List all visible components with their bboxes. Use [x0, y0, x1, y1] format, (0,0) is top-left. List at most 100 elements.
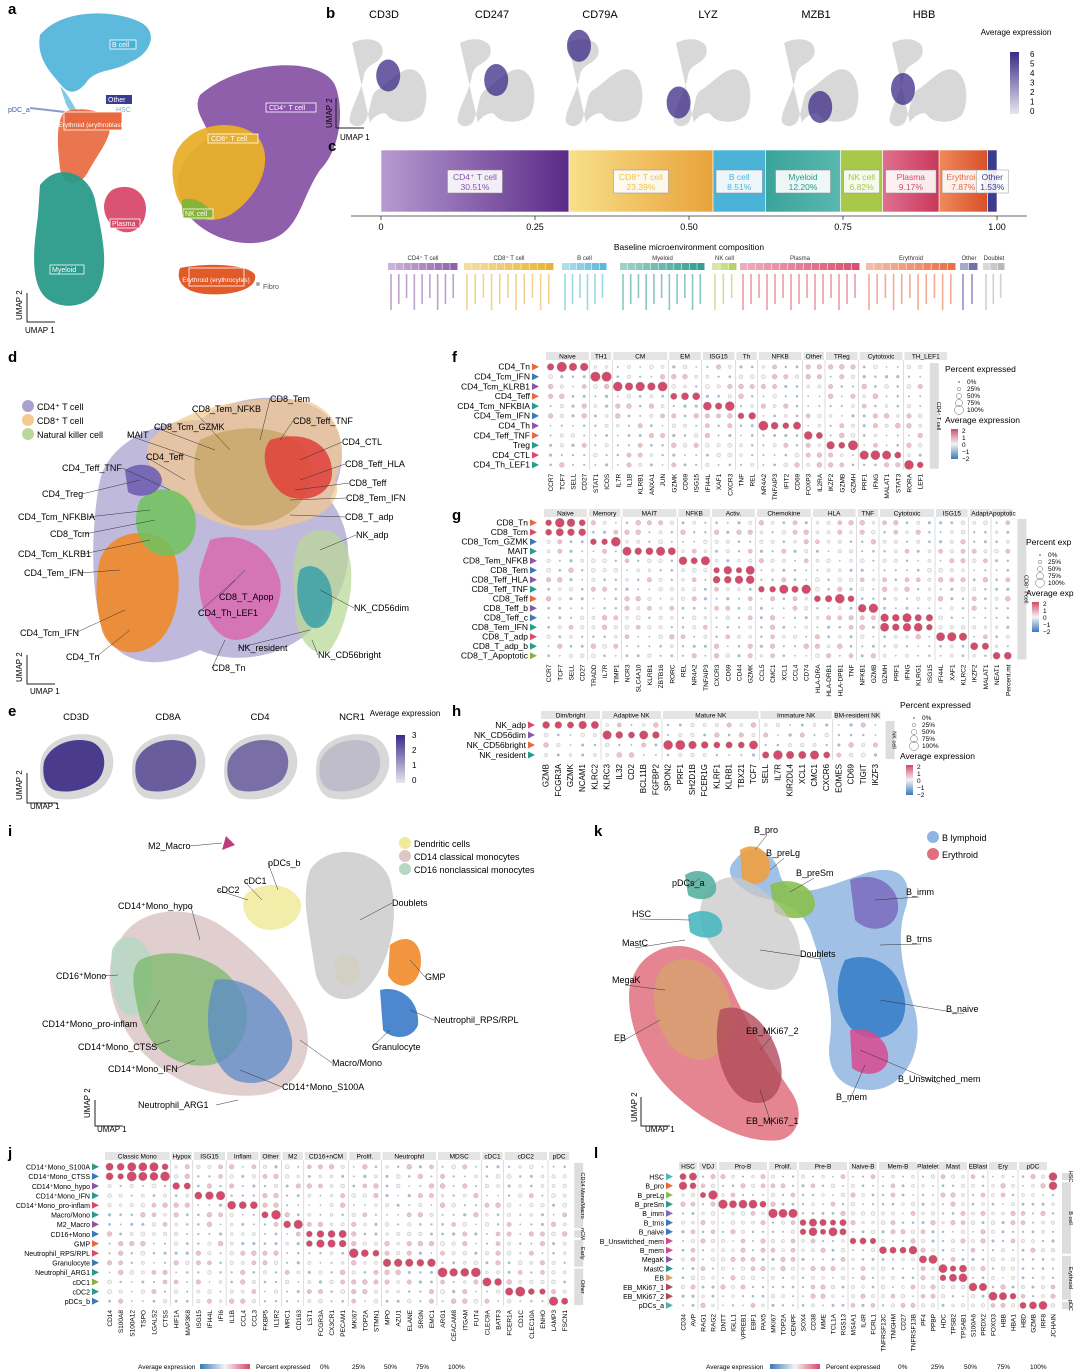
- leader-line: [769, 857, 785, 871]
- dot: [770, 1294, 776, 1299]
- dot: [792, 605, 798, 611]
- dot: [485, 1261, 489, 1265]
- dot: [737, 634, 741, 639]
- dot: [788, 733, 792, 737]
- gene-label: HLA-DPB1: [837, 664, 844, 696]
- dot: [882, 577, 887, 583]
- dot: [263, 1270, 267, 1275]
- dot: [830, 1219, 836, 1226]
- dot: [496, 1213, 500, 1217]
- gene-label: XAF1: [716, 473, 723, 490]
- dot: [821, 1184, 825, 1188]
- group-header-box: [702, 352, 735, 360]
- dot: [981, 1221, 985, 1225]
- cluster-label: B_Unswitched_mem: [898, 1074, 981, 1084]
- side-bar: [929, 363, 939, 469]
- dot: [803, 529, 809, 535]
- dot: [883, 606, 886, 610]
- dot: [670, 578, 673, 581]
- dot: [140, 1231, 146, 1237]
- dot: [951, 1174, 955, 1179]
- dot: [108, 1271, 111, 1274]
- group-header: Adaptive NK: [613, 713, 650, 720]
- colorbar-tick: 6: [1030, 50, 1035, 59]
- row-label: CD8_T_adp: [482, 632, 528, 642]
- dot: [406, 1212, 412, 1218]
- gene-label: FOXP3: [806, 473, 813, 495]
- dot: [678, 723, 682, 727]
- dot: [893, 644, 898, 649]
- dot: [547, 363, 555, 371]
- dot: [770, 596, 775, 602]
- size-legend-dot: [955, 399, 963, 407]
- dot: [805, 635, 808, 638]
- gene-label: TBX21: [737, 763, 746, 788]
- dot: [871, 1248, 875, 1253]
- dot: [960, 549, 966, 554]
- dot: [636, 606, 641, 611]
- dot: [941, 1221, 945, 1225]
- dot: [837, 606, 842, 611]
- gene-label: SH2D1B: [688, 764, 697, 795]
- dot: [548, 393, 554, 399]
- umap-cluster-bcell: [39, 13, 151, 92]
- dot: [960, 1211, 966, 1216]
- dot: [670, 568, 674, 572]
- leader-line: [279, 420, 294, 441]
- dot: [950, 1192, 956, 1198]
- dot: [703, 597, 707, 601]
- dot: [1006, 530, 1010, 534]
- gene-label: CD69: [847, 763, 856, 784]
- dot: [105, 1172, 114, 1181]
- segment-pct: 1.53%: [980, 182, 1005, 192]
- dot: [548, 383, 554, 390]
- hull-dc: [243, 884, 301, 930]
- dot: [555, 518, 565, 528]
- dot: [759, 1200, 767, 1208]
- dot: [634, 547, 642, 555]
- cluster-label: NK_resident: [238, 643, 288, 653]
- dot: [627, 374, 631, 379]
- dot: [972, 625, 977, 630]
- row-label: CD14⁺Mono_hypo: [32, 1184, 90, 1191]
- dot: [385, 1194, 389, 1198]
- gene-label: DNTT: [721, 1314, 728, 1331]
- dot: [271, 1210, 281, 1220]
- dot: [921, 1239, 925, 1243]
- legend-swatch: [643, 263, 651, 270]
- dot: [896, 404, 900, 408]
- dot: [681, 1230, 685, 1234]
- size-legend-tick: 75%: [1048, 573, 1061, 580]
- row-marker: [92, 1288, 99, 1296]
- gene-label: CD27: [580, 664, 587, 681]
- dot: [981, 1276, 985, 1280]
- dot: [739, 405, 743, 408]
- dot: [784, 365, 787, 369]
- dot: [306, 1230, 313, 1238]
- dot: [939, 559, 942, 562]
- gene-label: TOP2A: [362, 1309, 369, 1331]
- dot: [385, 1165, 389, 1169]
- dot: [908, 395, 910, 398]
- dot: [826, 568, 831, 573]
- dot: [939, 654, 942, 657]
- dot: [799, 1228, 807, 1235]
- dot: [961, 1202, 965, 1207]
- dot: [563, 1261, 566, 1264]
- dot: [647, 382, 656, 391]
- group-header: Prolif.: [775, 1164, 792, 1171]
- gene-label: NEAT1: [994, 664, 1001, 685]
- dot: [396, 1241, 400, 1246]
- dot: [108, 1242, 111, 1245]
- dot: [826, 539, 831, 544]
- dot: [760, 597, 763, 600]
- dot: [725, 549, 730, 554]
- dot: [807, 405, 810, 407]
- dot: [330, 1271, 333, 1274]
- umap-silhouette: [673, 39, 751, 127]
- dot: [184, 1164, 190, 1170]
- dot: [683, 463, 687, 467]
- dot: [705, 374, 710, 379]
- dot: [841, 1239, 845, 1243]
- legend-group-name: B cell: [577, 256, 592, 262]
